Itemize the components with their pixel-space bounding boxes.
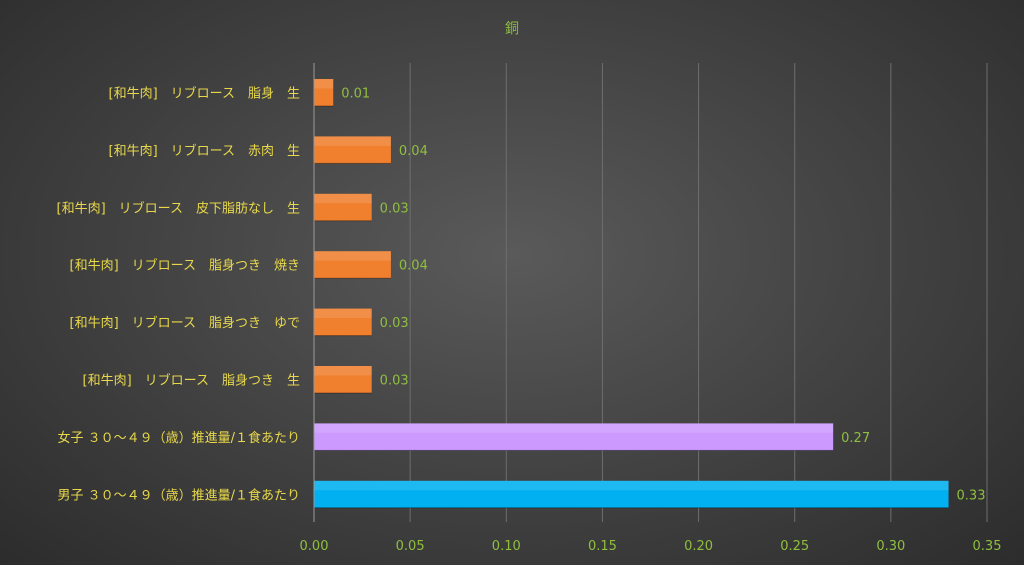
- bar: [314, 79, 334, 106]
- bar-highlight: [314, 308, 372, 319]
- data-label: 0.01: [341, 87, 370, 102]
- bar-highlight: [314, 423, 834, 433]
- gridlines: [409, 63, 988, 522]
- data-label: 0.04: [399, 144, 428, 159]
- bar-highlight: [314, 79, 334, 89]
- data-label: 0.04: [399, 259, 428, 274]
- data-label: 0.03: [380, 201, 409, 216]
- bar: [314, 193, 372, 221]
- bar-highlight: [314, 251, 391, 261]
- bar-highlight: [314, 136, 391, 146]
- bar: [314, 480, 949, 508]
- category-label: 女子 ３０～４９（歳）推進量/１食あたり: [57, 430, 300, 446]
- category-label: 男子 ３０～４９（歳）推進量/１食あたり: [57, 487, 300, 503]
- x-tick-label: 0.30: [876, 539, 905, 554]
- x-tick-label: 0.00: [300, 539, 329, 554]
- data-label: 0.03: [380, 374, 409, 389]
- bars: [314, 79, 949, 509]
- data-label: 0.03: [380, 316, 409, 331]
- bar: [314, 136, 391, 164]
- x-tick-label: 0.15: [588, 539, 617, 554]
- bar-highlight: [314, 480, 949, 491]
- bar-highlight: [314, 193, 372, 204]
- category-labels: [和牛肉] リブロース 脂身 生 [和牛肉] リブロース 赤肉 生 [和牛肉] リブ…: [57, 86, 301, 504]
- data-label: 0.27: [841, 431, 870, 446]
- bar: [314, 423, 834, 451]
- bar: [314, 308, 372, 336]
- category-label: [和牛肉] リブロース 皮下脂肪なし 生: [57, 200, 301, 216]
- x-tick-labels: 0.00 0.05 0.10 0.15 0.20 0.25 0.30 0.35: [300, 539, 1002, 554]
- category-label: [和牛肉] リブロース 脂身つき 焼き: [70, 258, 301, 274]
- x-tick-label: 0.25: [780, 539, 809, 554]
- category-label: [和牛肉] リブロース 脂身つき 生: [83, 373, 301, 389]
- bar: [314, 366, 372, 393]
- value-labels: 0.01 0.04 0.03 0.04 0.03 0.03 0.27 0.33: [341, 87, 985, 504]
- x-tick-label: 0.10: [492, 539, 521, 554]
- data-label: 0.33: [957, 488, 986, 503]
- bar-highlight: [314, 366, 372, 376]
- bar: [314, 251, 391, 279]
- x-tick-label: 0.20: [684, 539, 713, 554]
- category-label: [和牛肉] リブロース 脂身 生: [109, 86, 301, 102]
- category-label: [和牛肉] リブロース 脂身つき ゆで: [70, 315, 301, 331]
- x-tick-label: 0.35: [973, 539, 1002, 554]
- x-tick-label: 0.05: [396, 539, 425, 554]
- category-label: [和牛肉] リブロース 赤肉 生: [109, 143, 301, 159]
- chart-title: 銅: [505, 21, 519, 37]
